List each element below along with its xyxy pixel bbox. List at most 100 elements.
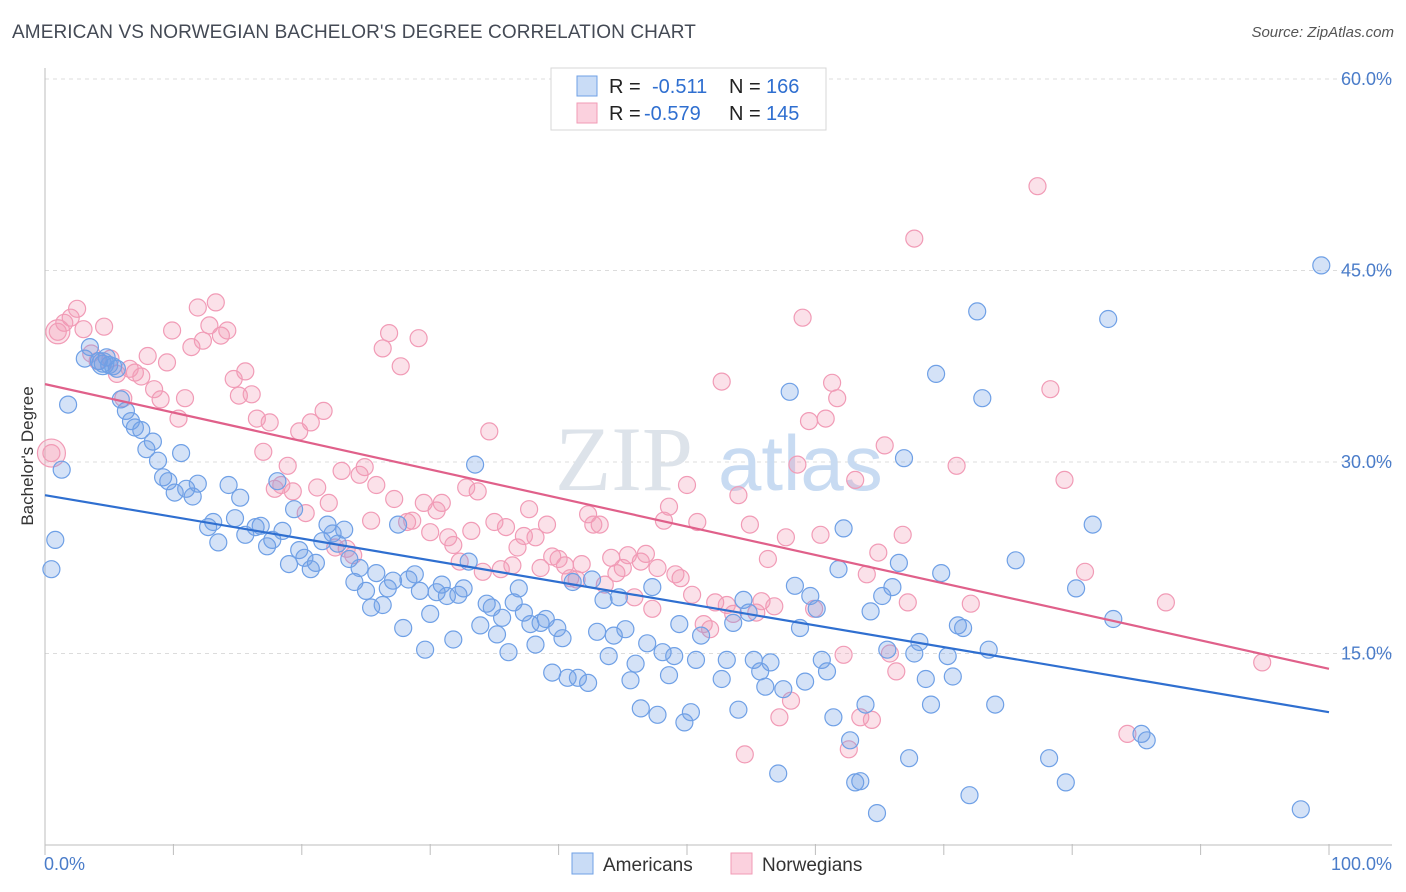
- american-point: [916, 669, 935, 689]
- norwegian-point: [218, 321, 237, 340]
- chart-title: AMERICAN VS NORWEGIAN BACHELOR'S DEGREE …: [12, 22, 696, 43]
- norwegian-point: [67, 299, 87, 318]
- american-point: [159, 472, 178, 491]
- american-point: [681, 703, 701, 722]
- american-point: [638, 634, 657, 653]
- norwegian-point: [947, 456, 966, 475]
- norwegian-point: [42, 444, 61, 463]
- american-point: [973, 389, 992, 408]
- american-point: [394, 618, 413, 638]
- american-point: [263, 530, 282, 550]
- american-point: [421, 604, 440, 624]
- norwegian-point: [385, 489, 404, 509]
- american-point: [107, 359, 127, 378]
- stats-r-label-americans: R =: [609, 76, 641, 98]
- norwegian-point: [182, 338, 201, 357]
- stats-swatch-americans: [576, 75, 598, 97]
- watermark-atlas: atlas: [718, 419, 883, 507]
- stats-n-label-americans: N =: [729, 76, 761, 98]
- norwegian-point: [700, 620, 720, 639]
- norwegian-point: [822, 373, 842, 392]
- american-point: [717, 650, 736, 670]
- american-point: [405, 565, 424, 584]
- american-point: [686, 650, 706, 670]
- norwegian-point: [961, 594, 980, 613]
- american-point: [938, 646, 957, 666]
- american-point: [867, 803, 887, 823]
- american-point: [563, 572, 582, 592]
- american-point: [653, 643, 672, 662]
- american-point: [943, 667, 962, 686]
- norwegian-point: [514, 526, 534, 546]
- norwegian-point: [875, 436, 894, 455]
- american-point: [659, 666, 679, 685]
- norwegian-point: [816, 409, 835, 428]
- american-point: [817, 662, 837, 681]
- american-point: [670, 614, 689, 634]
- norwegian-point: [765, 597, 784, 616]
- american-point: [1137, 731, 1156, 750]
- american-point: [578, 673, 598, 693]
- american-point: [643, 577, 662, 597]
- norwegian-point: [893, 525, 912, 544]
- norwegian-point: [898, 593, 917, 612]
- norwegian-point: [301, 413, 320, 432]
- norwegian-point: [473, 562, 492, 581]
- norwegian-point: [132, 367, 151, 386]
- american-point: [729, 700, 748, 719]
- american-point: [148, 451, 168, 470]
- norwegian-point: [799, 412, 819, 431]
- norwegian-point: [94, 317, 114, 336]
- norwegian-point: [421, 523, 440, 542]
- norwegian-point: [193, 331, 212, 350]
- american-point: [953, 618, 973, 638]
- watermark: ZIP atlas: [555, 408, 883, 510]
- american-point: [432, 575, 451, 594]
- american-point: [548, 618, 567, 638]
- norwegian-point: [572, 554, 591, 574]
- american-point: [1056, 773, 1075, 792]
- american-point: [675, 713, 694, 732]
- american-point: [840, 731, 860, 750]
- american-point: [188, 474, 207, 493]
- american-point: [209, 533, 228, 552]
- axes: [44, 68, 1392, 855]
- norwegian-point: [362, 511, 381, 530]
- norwegian-point-large: [36, 438, 67, 468]
- norwegian-point: [1075, 562, 1095, 581]
- american-point: [665, 646, 684, 666]
- american-point: [318, 515, 337, 534]
- norwegian-point: [677, 475, 697, 495]
- norwegian-point: [496, 517, 516, 537]
- norwegian-point: [61, 308, 80, 327]
- american-point: [861, 602, 880, 621]
- norwegian-point: [145, 380, 164, 399]
- american-point: [367, 563, 386, 583]
- stats-n-label-norwegians: N =: [729, 103, 761, 125]
- norwegian-point: [391, 357, 410, 376]
- american-point: [905, 644, 924, 663]
- norwegian-point: [157, 353, 177, 372]
- american-point: [46, 530, 65, 550]
- norwegian-point: [151, 390, 170, 409]
- norwegian-point: [163, 321, 182, 340]
- stats-n-value-americans: 166: [766, 76, 799, 98]
- american-point: [543, 663, 562, 682]
- american-point: [878, 640, 897, 659]
- norwegian-point: [236, 362, 255, 381]
- american-point: [143, 432, 162, 451]
- norwegian-point: [1055, 470, 1074, 489]
- y-tick-labels: 15.0% 30.0% 45.0% 60.0%: [1341, 69, 1392, 664]
- norwegian-point: [625, 588, 644, 607]
- american-point: [558, 668, 577, 687]
- legend-label-americans: Americans: [603, 855, 693, 876]
- norwegian-point: [740, 515, 760, 534]
- american-point: [894, 449, 914, 468]
- american-point: [362, 598, 381, 617]
- norwegian-point: [308, 478, 327, 497]
- american-point: [493, 608, 512, 627]
- american-point: [335, 520, 354, 539]
- trend-lines: [44, 383, 1330, 714]
- american-point: [568, 668, 588, 687]
- american-point: [899, 749, 919, 768]
